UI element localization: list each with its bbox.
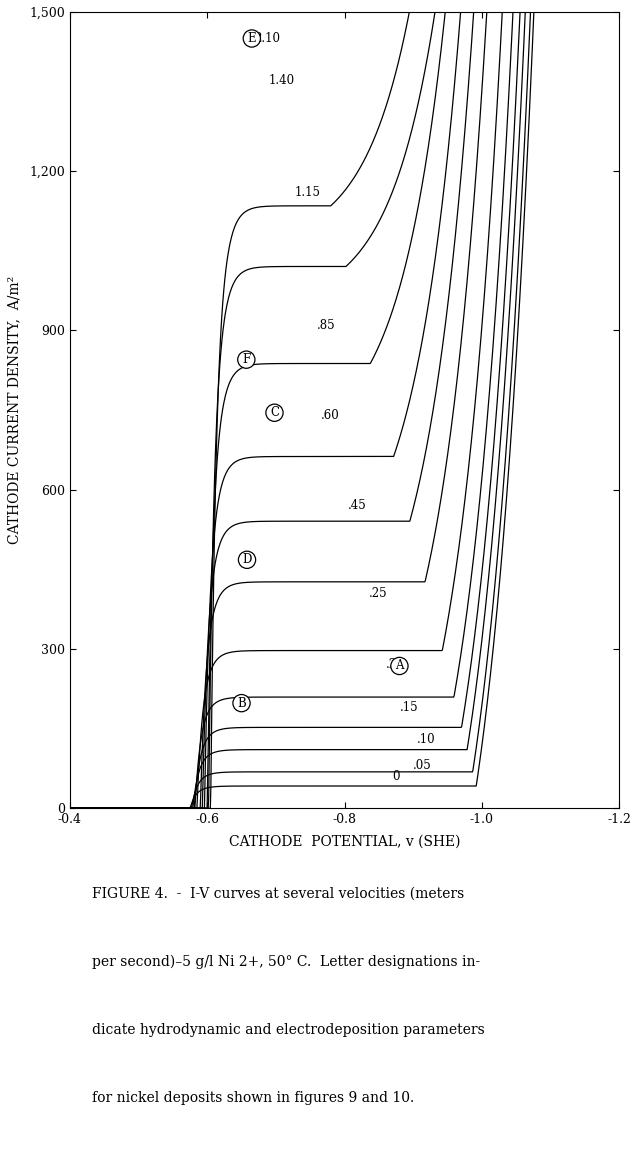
Text: .85: .85 bbox=[317, 319, 336, 332]
Text: 2.10: 2.10 bbox=[254, 32, 280, 45]
X-axis label: CATHODE  POTENTIAL, v (SHE): CATHODE POTENTIAL, v (SHE) bbox=[229, 834, 460, 849]
Text: .10: .10 bbox=[417, 732, 435, 745]
Text: .15: .15 bbox=[399, 701, 418, 714]
Text: D: D bbox=[242, 553, 252, 566]
Text: .25: .25 bbox=[369, 587, 387, 600]
Text: .20: .20 bbox=[386, 659, 404, 672]
Text: FIGURE 4.  -  I-V curves at several velocities (meters: FIGURE 4. - I-V curves at several veloci… bbox=[92, 886, 464, 900]
Text: .60: .60 bbox=[320, 409, 339, 422]
Text: 1.15: 1.15 bbox=[295, 186, 321, 199]
Text: F: F bbox=[242, 353, 251, 366]
Text: for nickel deposits shown in figures 9 and 10.: for nickel deposits shown in figures 9 a… bbox=[92, 1091, 414, 1105]
Text: A: A bbox=[395, 660, 404, 673]
Text: dicate hydrodynamic and electrodeposition parameters: dicate hydrodynamic and electrodepositio… bbox=[92, 1023, 485, 1036]
Y-axis label: CATHODE CURRENT DENSITY,  A/m²: CATHODE CURRENT DENSITY, A/m² bbox=[7, 275, 21, 544]
Text: E: E bbox=[248, 32, 256, 45]
Text: B: B bbox=[237, 696, 246, 709]
Text: 1.40: 1.40 bbox=[269, 75, 295, 88]
Text: .05: .05 bbox=[413, 759, 432, 772]
Text: C: C bbox=[270, 407, 279, 420]
Text: .45: .45 bbox=[348, 499, 367, 512]
Text: per second)–5 g/l Ni 2+, 50° C.  Letter designations in-: per second)–5 g/l Ni 2+, 50° C. Letter d… bbox=[92, 954, 480, 969]
Text: 0: 0 bbox=[392, 770, 400, 783]
